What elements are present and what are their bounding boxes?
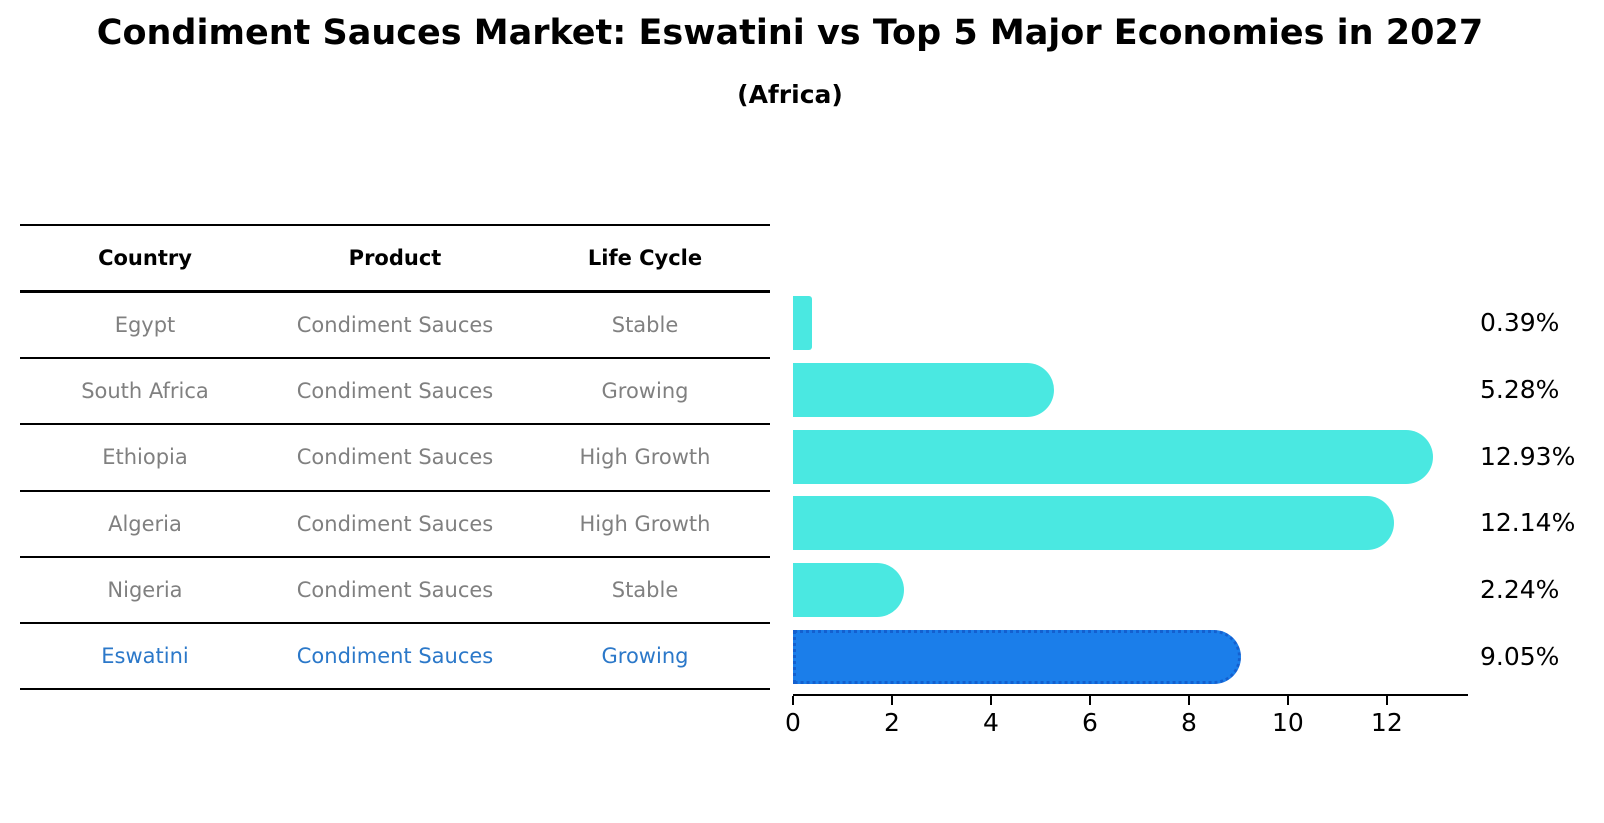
life-cycle-cell: Stable: [611, 577, 679, 602]
x-axis-tick-label: 8: [1180, 708, 1197, 737]
value-label: 12.93%: [1480, 441, 1576, 471]
life-cycle-cell: High Growth: [579, 511, 711, 536]
x-axis-tick: [1286, 696, 1289, 705]
x-axis-tick-label: 2: [884, 708, 900, 737]
x-axis-line: [793, 694, 1468, 696]
country-cell: Egypt: [114, 313, 176, 338]
life-cycle-cell: Growing: [601, 379, 689, 404]
table-row: Egypt Condiment Sauces Stable: [20, 293, 770, 360]
value-label: 9.05%: [1480, 641, 1560, 671]
bar-south-africa: [793, 363, 1055, 417]
country-cell: Ethiopia: [102, 445, 188, 470]
table-row: Ethiopia Condiment Sauces High Growth: [20, 425, 770, 492]
x-axis-tick: [1187, 696, 1190, 705]
x-axis-tick-label: 6: [1081, 708, 1098, 737]
table-header-life-cycle: Life Cycle: [587, 246, 703, 271]
value-label: 5.28%: [1480, 375, 1560, 404]
table-header-country: Country: [98, 246, 192, 271]
product-cell: Condiment Sauces: [296, 511, 494, 536]
product-cell: Condiment Sauces: [296, 313, 494, 338]
country-cell: South Africa: [81, 379, 209, 404]
x-axis-tick-label: 10: [1271, 708, 1304, 737]
table-row: Algeria Condiment Sauces High Growth: [20, 492, 770, 558]
x-axis-tick-label: 12: [1370, 708, 1403, 737]
life-cycle-cell: Stable: [611, 313, 679, 338]
bar-row: [793, 290, 1468, 357]
product-cell: Condiment Sauces: [296, 379, 494, 404]
bar-eswatini-highlighted: [793, 629, 1241, 684]
table-row: South Africa Condiment Sauces Growing: [20, 359, 770, 426]
country-cell: Algeria: [108, 511, 182, 536]
x-axis-tick: [890, 696, 893, 705]
product-cell: Condiment Sauces: [296, 643, 494, 668]
chart-subtitle: (Africa): [737, 80, 843, 109]
bar-row: [793, 423, 1468, 490]
bar-row: [793, 557, 1468, 624]
country-table: Country Product Life Cycle Egypt Condime…: [20, 224, 770, 690]
bar-algeria: [793, 496, 1394, 551]
bar-row: [793, 357, 1468, 424]
bar-plot: [793, 290, 1468, 690]
x-axis-tick-label: 0: [785, 708, 801, 737]
table-row: Nigeria Condiment Sauces Stable: [20, 558, 770, 624]
chart-title: Condiment Sauces Market: Eswatini vs Top…: [96, 13, 1484, 53]
product-cell: Condiment Sauces: [296, 577, 494, 602]
x-axis-tick-label: 4: [982, 708, 999, 737]
x-axis-tick: [1088, 696, 1091, 705]
x-axis-tick: [1385, 696, 1388, 705]
country-cell: Nigeria: [107, 577, 183, 602]
value-label: 12.14%: [1480, 508, 1576, 538]
value-label: 2.24%: [1480, 575, 1560, 604]
x-axis-tick: [792, 696, 794, 705]
life-cycle-cell: Growing: [601, 643, 689, 668]
table-row-eswatini: Eswatini Condiment Sauces Growing: [20, 624, 770, 690]
product-cell: Condiment Sauces: [296, 445, 494, 470]
x-axis-tick: [989, 696, 992, 705]
bar-ethiopia: [793, 429, 1433, 484]
bar-row: [793, 490, 1468, 557]
table-header-row: Country Product Life Cycle: [20, 226, 770, 294]
bar-row: [793, 623, 1468, 690]
bar-egypt: [793, 296, 813, 351]
country-cell: Eswatini: [101, 643, 189, 668]
life-cycle-cell: High Growth: [579, 445, 711, 470]
table-header-product: Product: [348, 246, 442, 271]
bar-nigeria: [793, 563, 904, 618]
value-label: 0.39%: [1480, 308, 1560, 338]
